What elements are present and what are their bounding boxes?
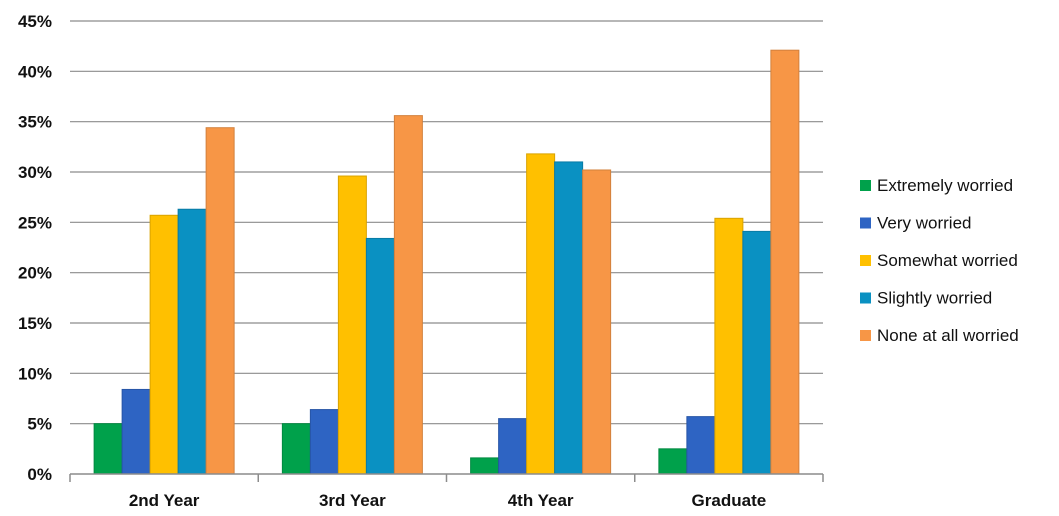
y-tick-label: 25% [18,213,52,232]
x-axis-tick-labels: 2nd Year 3rd Year 4th Year Graduate [129,491,766,510]
bar-somewhat-worried-2nd-year [149,214,179,475]
y-tick-label: 15% [18,314,52,333]
x-tick-label: Graduate [692,491,767,510]
bar-very-worried-3rd-year [309,409,339,475]
y-tick-label: 45% [18,12,52,31]
bar-slightly-worried-3rd-year [365,237,395,475]
legend: Extremely worried Very worried Somewhat wo… [860,176,1019,345]
bar-extremely-worried-2nd-year [93,423,123,475]
y-tick-label: 20% [18,264,52,283]
bar-very-worried-4th-year [498,418,528,475]
bar-extremely-worried-graduate [658,448,688,475]
legend-label-somewhat-worried: Somewhat worried [877,251,1018,270]
legend-label-slightly-worried: Slightly worried [877,289,992,308]
y-tick-label: 10% [18,364,52,383]
bar-extremely-worried-4th-year [470,457,500,475]
bar-somewhat-worried-3rd-year [337,175,367,475]
bars [93,49,800,475]
bar-none-at-all-worried-3rd-year [393,115,423,475]
bar-slightly-worried-4th-year [554,161,584,475]
x-tick-label: 3rd Year [319,491,386,510]
bar-somewhat-worried-4th-year [526,153,556,475]
legend-label-extremely-worried: Extremely worried [877,176,1013,195]
legend-swatch-very-worried [860,217,871,229]
bar-extremely-worried-3rd-year [281,423,311,475]
y-tick-label: 0% [27,465,52,484]
legend-swatch-none-at-all-worried [860,330,871,341]
y-tick-label: 40% [18,62,52,81]
legend-swatch-slightly-worried [860,292,871,304]
legend-swatch-extremely-worried [860,180,871,191]
legend-swatch-somewhat-worried [860,255,871,266]
bar-somewhat-worried-graduate [714,217,744,475]
legend-label-none-at-all-worried: None at all worried [877,326,1019,345]
bar-very-worried-2nd-year [121,388,151,475]
y-tick-label: 35% [18,113,52,132]
bar-none-at-all-worried-4th-year [582,169,612,475]
y-axis-tick-labels: 0% 5% 10% 15% 20% 25% 30% 35% 40% 45% [18,12,52,484]
y-tick-label: 30% [18,163,52,182]
bar-slightly-worried-graduate [742,230,772,475]
bar-none-at-all-worried-2nd-year [205,127,235,475]
axes [69,473,824,482]
x-tick-label: 4th Year [508,491,574,510]
y-tick-label: 5% [27,415,52,434]
legend-label-very-worried: Very worried [877,214,971,233]
bar-none-at-all-worried-graduate [770,49,800,475]
bar-slightly-worried-2nd-year [177,208,207,475]
bar-very-worried-graduate [686,416,716,475]
x-tick-label: 2nd Year [129,491,200,510]
